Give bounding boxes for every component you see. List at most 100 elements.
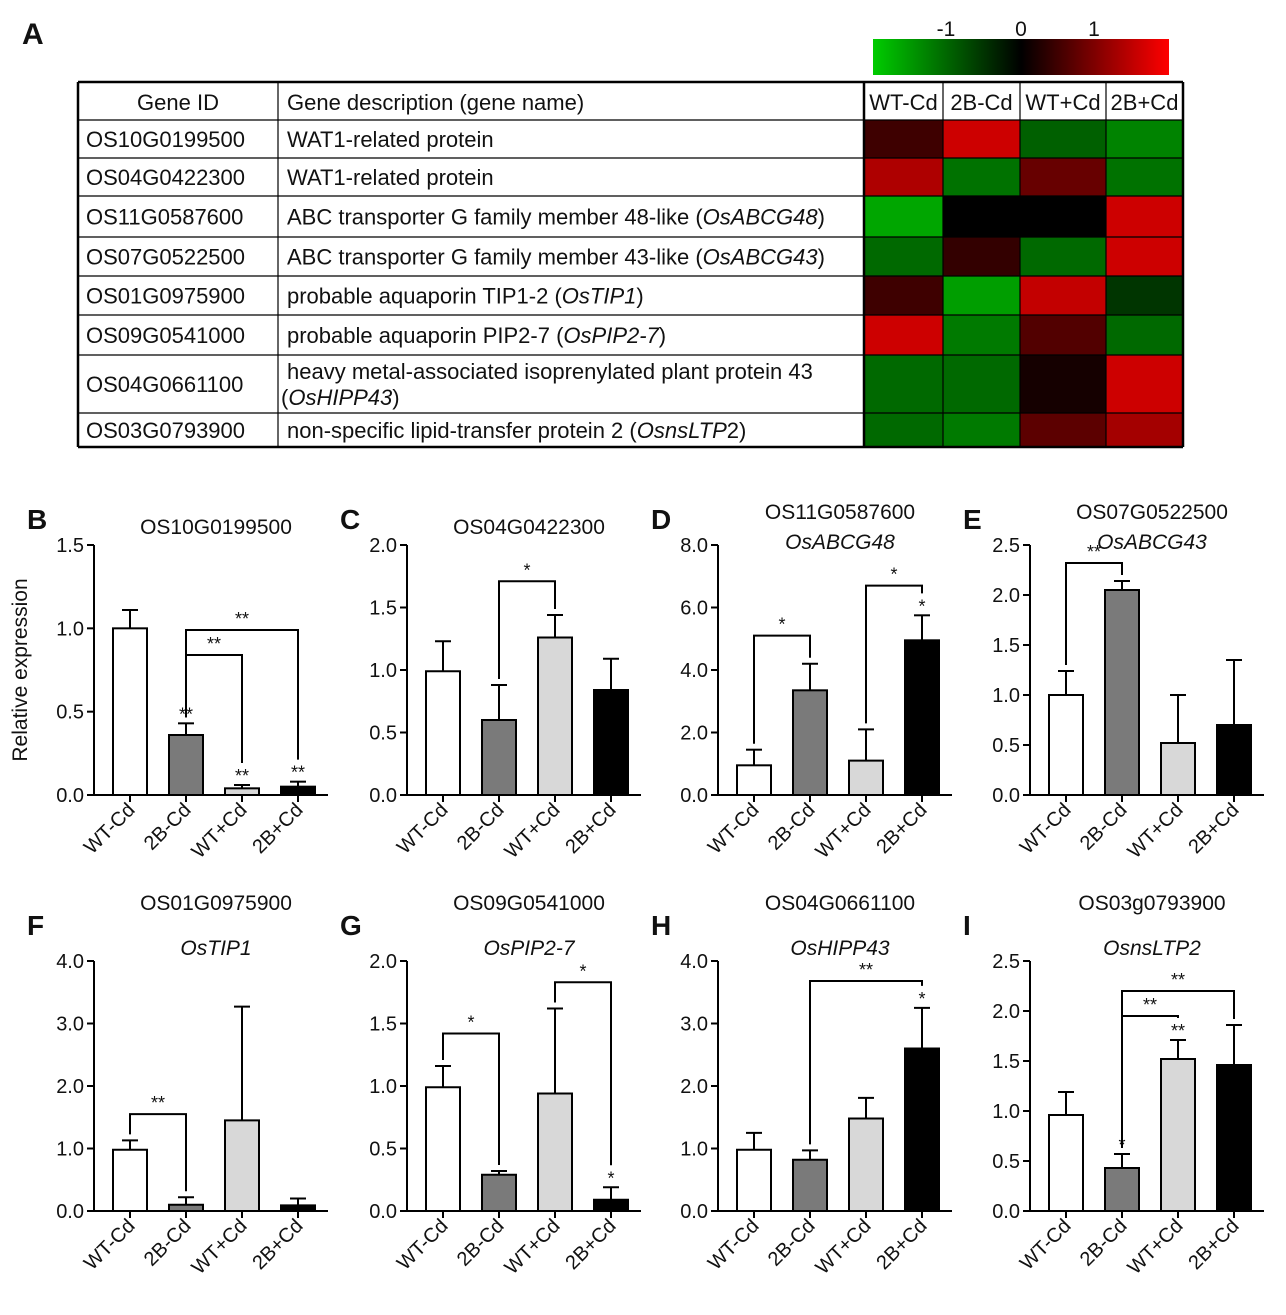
gene-id: OS07G0522500 [86,245,245,270]
chart-title: OS11G0587600 [765,501,915,524]
y-tick-label: 0.0 [369,785,397,807]
y-tick-label: 1.5 [369,598,397,620]
heatmap-cell [1020,237,1106,276]
panel-label: D [651,504,671,535]
panel-label: B [27,504,47,535]
panel-label: A [22,18,44,51]
bracket-label: ** [1087,542,1101,562]
x-tick-label: 2B+Cd [561,1215,620,1274]
heatmap-cell [943,355,1020,413]
x-tick-label: 2B-Cd [764,1215,820,1271]
chart-title: OS10G0199500 [140,516,292,539]
heatmap-cell [864,276,943,315]
x-tick-label: WT-Cd [704,1215,764,1275]
bar [736,764,772,796]
colorscale-tick: 1 [1088,18,1100,41]
bar [1104,1167,1140,1212]
bar [425,670,461,796]
x-tick-label: 2B-Cd [1076,799,1132,855]
heatmap-cell [943,196,1020,237]
header-condition: WT-Cd [869,90,937,115]
bar [537,1092,573,1212]
bracket-label: ** [151,1093,165,1113]
y-tick-label: 2.0 [369,951,397,973]
x-tick-label: 2B-Cd [453,1215,509,1271]
colorscale-bar [873,39,1169,75]
chart-title: OS09G0541000 [453,892,605,915]
heatmap-cell [1020,315,1106,355]
gene-description: probable aquaporin PIP2-7 (OsPIP2-7) [287,323,666,348]
chart-subtitle: OsHIPP43 [790,937,890,960]
panel-label: H [651,910,671,941]
x-tick-label: 2B-Cd [140,1215,196,1271]
gene-id: OS09G0541000 [86,323,245,348]
y-tick-label: 1.0 [369,1076,397,1098]
chart-subtitle: OsABCG43 [1097,531,1207,554]
x-tick-label: WT-Cd [1016,799,1076,859]
panel-label: I [963,910,971,941]
bracket-label: * [523,560,530,580]
bar [792,1158,828,1212]
x-tick-label: WT-Cd [80,799,140,859]
bar [1048,694,1084,796]
bar [280,785,316,797]
bar [425,1086,461,1212]
x-tick-label: WT+Cd [1124,1215,1188,1279]
x-tick-label: 2B-Cd [1076,1215,1132,1271]
colorscale-tick: 0 [1015,18,1027,41]
chart-I: I OS03g0793900 OsnsLTP2 0.0 0.5 1.0 1.5 2.0 2.5 W… [963,892,1264,1279]
bar [112,1148,148,1212]
bracket-label: ** [235,609,249,629]
y-tick-label: 1.0 [369,660,397,682]
bracket-label: ** [207,634,221,654]
heatmap-cell [1106,315,1183,355]
chart-title: OS04G0422300 [453,516,605,539]
bar [481,719,517,796]
y-tick-label: 0.0 [680,785,708,807]
chart-subtitle: OsPIP2-7 [483,937,575,960]
x-tick-label: WT+Cd [188,1215,252,1279]
significance-mark: * [918,989,925,1009]
significance-bracket [129,1113,187,1192]
y-tick-label: 0.0 [56,1201,84,1223]
bar-charts: B OS10G0199500 0.0 0.5 1.0 1.5 Relative expres… [9,501,1264,1279]
panel-label: C [340,504,360,535]
gene-description: probable aquaporin TIP1-2 (OsTIP1) [287,284,644,309]
y-tick-label: 1.0 [992,685,1020,707]
significance-bracket [809,980,923,1145]
x-tick-label: WT-Cd [393,799,453,859]
bracket-label: * [890,565,897,585]
colorscale-tick: -1 [937,18,956,41]
gene-description: (OsHIPP43) [281,385,400,410]
chart-subtitle: OsTIP1 [180,937,251,960]
header-condition: 2B+Cd [1111,90,1179,115]
y-tick-label: 4.0 [680,660,708,682]
y-tick-label: 6.0 [680,598,708,620]
x-tick-label: WT-Cd [704,799,764,859]
bar [481,1173,517,1212]
heatmap-cell [864,315,943,355]
chart-E: E OS07G0522500 OsABCG43 0.0 0.5 1.0 1.5 2.0 2.5 W… [963,501,1264,863]
gene-description: WAT1-related protein [287,127,494,152]
heatmap-cell [1106,413,1183,447]
heatmap-cell [1020,120,1106,158]
gene-description: non-specific lipid-transfer protein 2 (O… [287,418,746,443]
heatmap-cell [943,276,1020,315]
gene-id: OS01G0975900 [86,284,245,309]
heatmap-cell [864,413,943,447]
chart-subtitle: OsABCG48 [785,531,895,554]
panel-label: G [340,910,362,941]
bar [736,1148,772,1212]
x-tick-label: 2B-Cd [764,799,820,855]
bracket-label: * [579,961,586,981]
heatmap-cell [1106,276,1183,315]
heatmap-cell [1106,120,1183,158]
x-tick-label: 2B+Cd [1184,1215,1243,1274]
bracket-label: ** [859,960,873,980]
gene-id: OS03G0793900 [86,418,245,443]
heatmap-cell [864,237,943,276]
y-tick-label: 0.5 [369,723,397,745]
header-gene-description: Gene description (gene name) [287,90,584,115]
significance-bracket [442,1032,500,1165]
